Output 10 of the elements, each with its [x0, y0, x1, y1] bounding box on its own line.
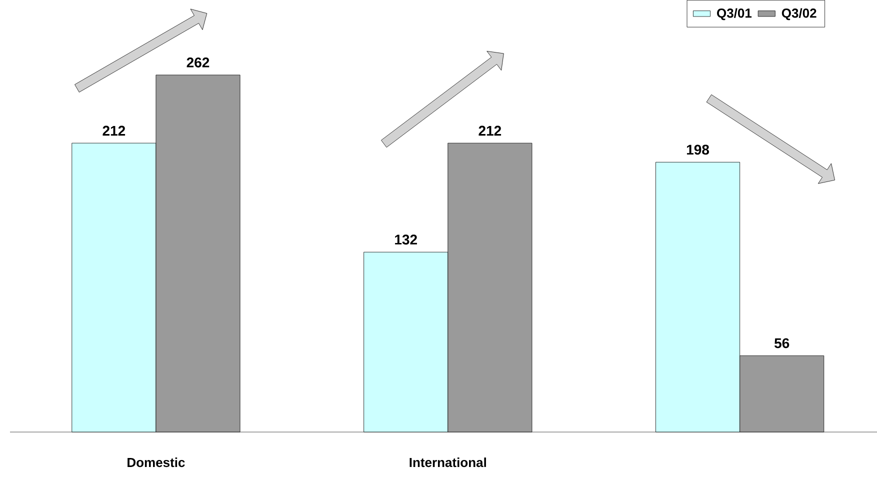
data-label: 262 [186, 58, 210, 68]
x-tick-label: Domestic [128, 458, 185, 468]
data-label: 212 [478, 126, 502, 136]
data-label: 198 [686, 144, 710, 155]
legend-label: Q3/01 [717, 8, 752, 20]
legend-label: Q3/02 [782, 8, 816, 20]
data-label: 56 [774, 338, 790, 348]
data-label: 212 [102, 126, 126, 136]
data-label: 132 [395, 234, 417, 245]
x-tick-label: International [410, 458, 486, 468]
